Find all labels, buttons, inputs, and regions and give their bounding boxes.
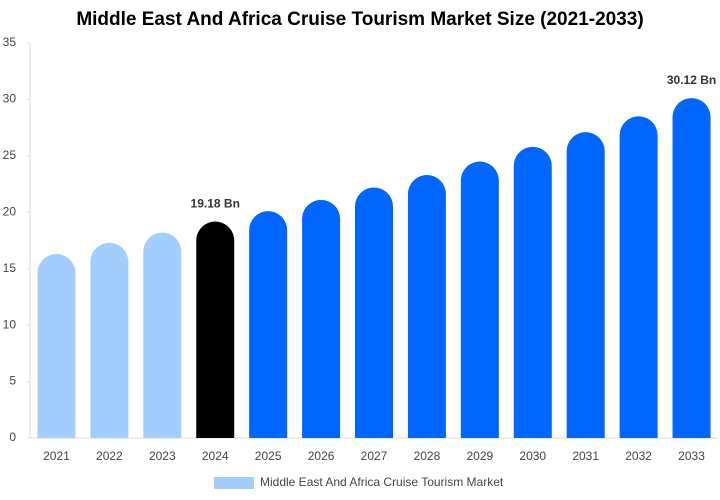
y-tick-label: 25 <box>3 148 17 162</box>
bar <box>302 199 341 438</box>
y-tick-label: 35 <box>3 35 17 49</box>
bar <box>566 132 605 438</box>
x-tick-label: 2028 <box>414 449 441 463</box>
x-tick-label: 2030 <box>519 449 546 463</box>
y-tick-label: 30 <box>3 92 17 106</box>
bar <box>619 116 658 439</box>
y-tick-label: 20 <box>3 204 17 218</box>
x-tick-label: 2033 <box>678 449 705 463</box>
bar <box>513 146 552 439</box>
value-label: 19.18 Bn <box>191 197 240 211</box>
bar <box>196 221 235 438</box>
legend-label: Middle East And Africa Cruise Tourism Ma… <box>260 475 504 489</box>
chart-title: Middle East And Africa Cruise Tourism Ma… <box>76 9 643 30</box>
bar <box>355 187 393 438</box>
x-tick-label: 2027 <box>361 449 388 463</box>
value-label: 30.12 Bn <box>667 73 716 87</box>
x-tick-label: 2025 <box>255 449 282 463</box>
bar <box>90 242 129 438</box>
x-tick-label: 2024 <box>202 449 229 463</box>
bar <box>249 211 288 438</box>
bar <box>407 175 446 439</box>
x-tick-label: 2031 <box>572 449 599 463</box>
x-tick-label: 2023 <box>149 449 176 463</box>
y-tick-label: 15 <box>3 261 17 275</box>
x-tick-label: 2022 <box>96 449 123 463</box>
x-tick-label: 2026 <box>308 449 335 463</box>
y-tick-label: 10 <box>3 317 17 331</box>
x-tick-label: 2021 <box>43 449 70 463</box>
bar <box>37 254 76 438</box>
bar <box>460 161 499 438</box>
x-tick-label: 2029 <box>466 449 493 463</box>
x-tick-label: 2032 <box>625 449 652 463</box>
bar <box>143 232 182 438</box>
legend-swatch <box>214 477 254 489</box>
y-tick-label: 0 <box>9 430 16 444</box>
y-tick-label: 5 <box>9 374 16 388</box>
bar <box>672 98 711 439</box>
